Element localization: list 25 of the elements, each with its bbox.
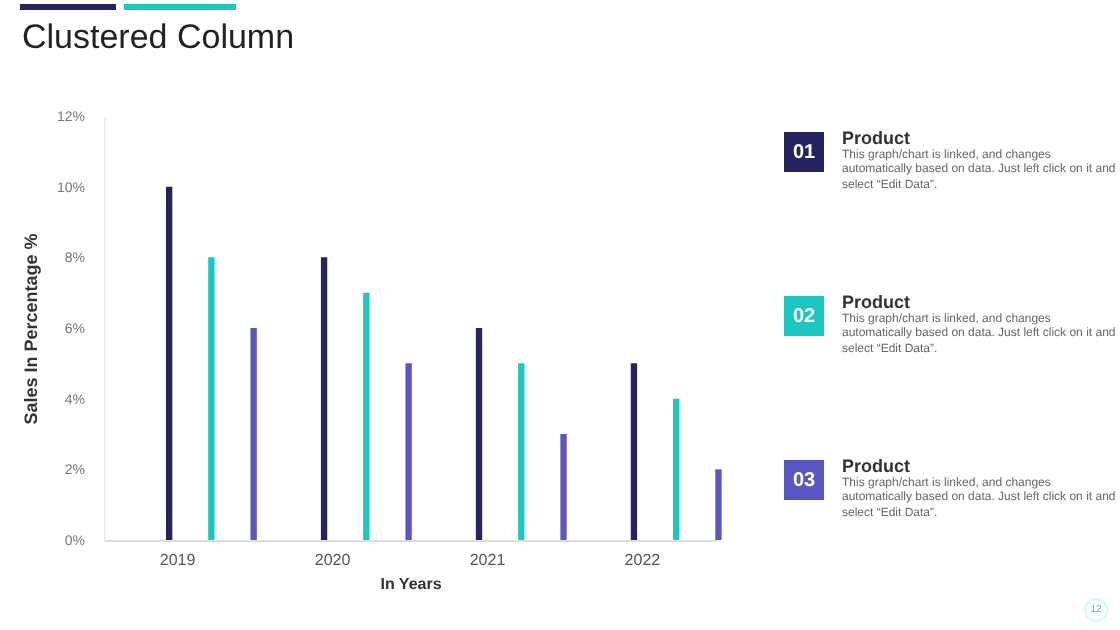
x-tick-label: 2020 bbox=[314, 551, 352, 569]
text: Product bbox=[842, 456, 911, 476]
bar bbox=[715, 469, 722, 540]
bar bbox=[673, 398, 680, 540]
text: 03 bbox=[784, 460, 824, 500]
bar bbox=[475, 328, 483, 540]
bar bbox=[208, 257, 215, 540]
y-axis-title: Sales In Percentage % bbox=[20, 233, 41, 425]
bar bbox=[518, 363, 525, 540]
bar bbox=[560, 434, 567, 540]
text: Product bbox=[842, 128, 911, 148]
text: 02 bbox=[784, 296, 824, 336]
bar bbox=[165, 186, 173, 540]
text: 01 bbox=[784, 132, 824, 172]
bar bbox=[405, 363, 412, 540]
bar bbox=[250, 328, 257, 540]
x-tick-label: 2022 bbox=[624, 551, 662, 569]
text: Product bbox=[842, 292, 911, 312]
x-axis-title: In Years bbox=[380, 575, 443, 593]
bar bbox=[363, 292, 370, 540]
x-tick-label: 2019 bbox=[159, 551, 197, 569]
bar bbox=[320, 257, 328, 540]
chart-title: Clustered Column bbox=[21, 18, 295, 56]
bar bbox=[630, 363, 638, 540]
x-tick-label: 2021 bbox=[469, 551, 507, 569]
